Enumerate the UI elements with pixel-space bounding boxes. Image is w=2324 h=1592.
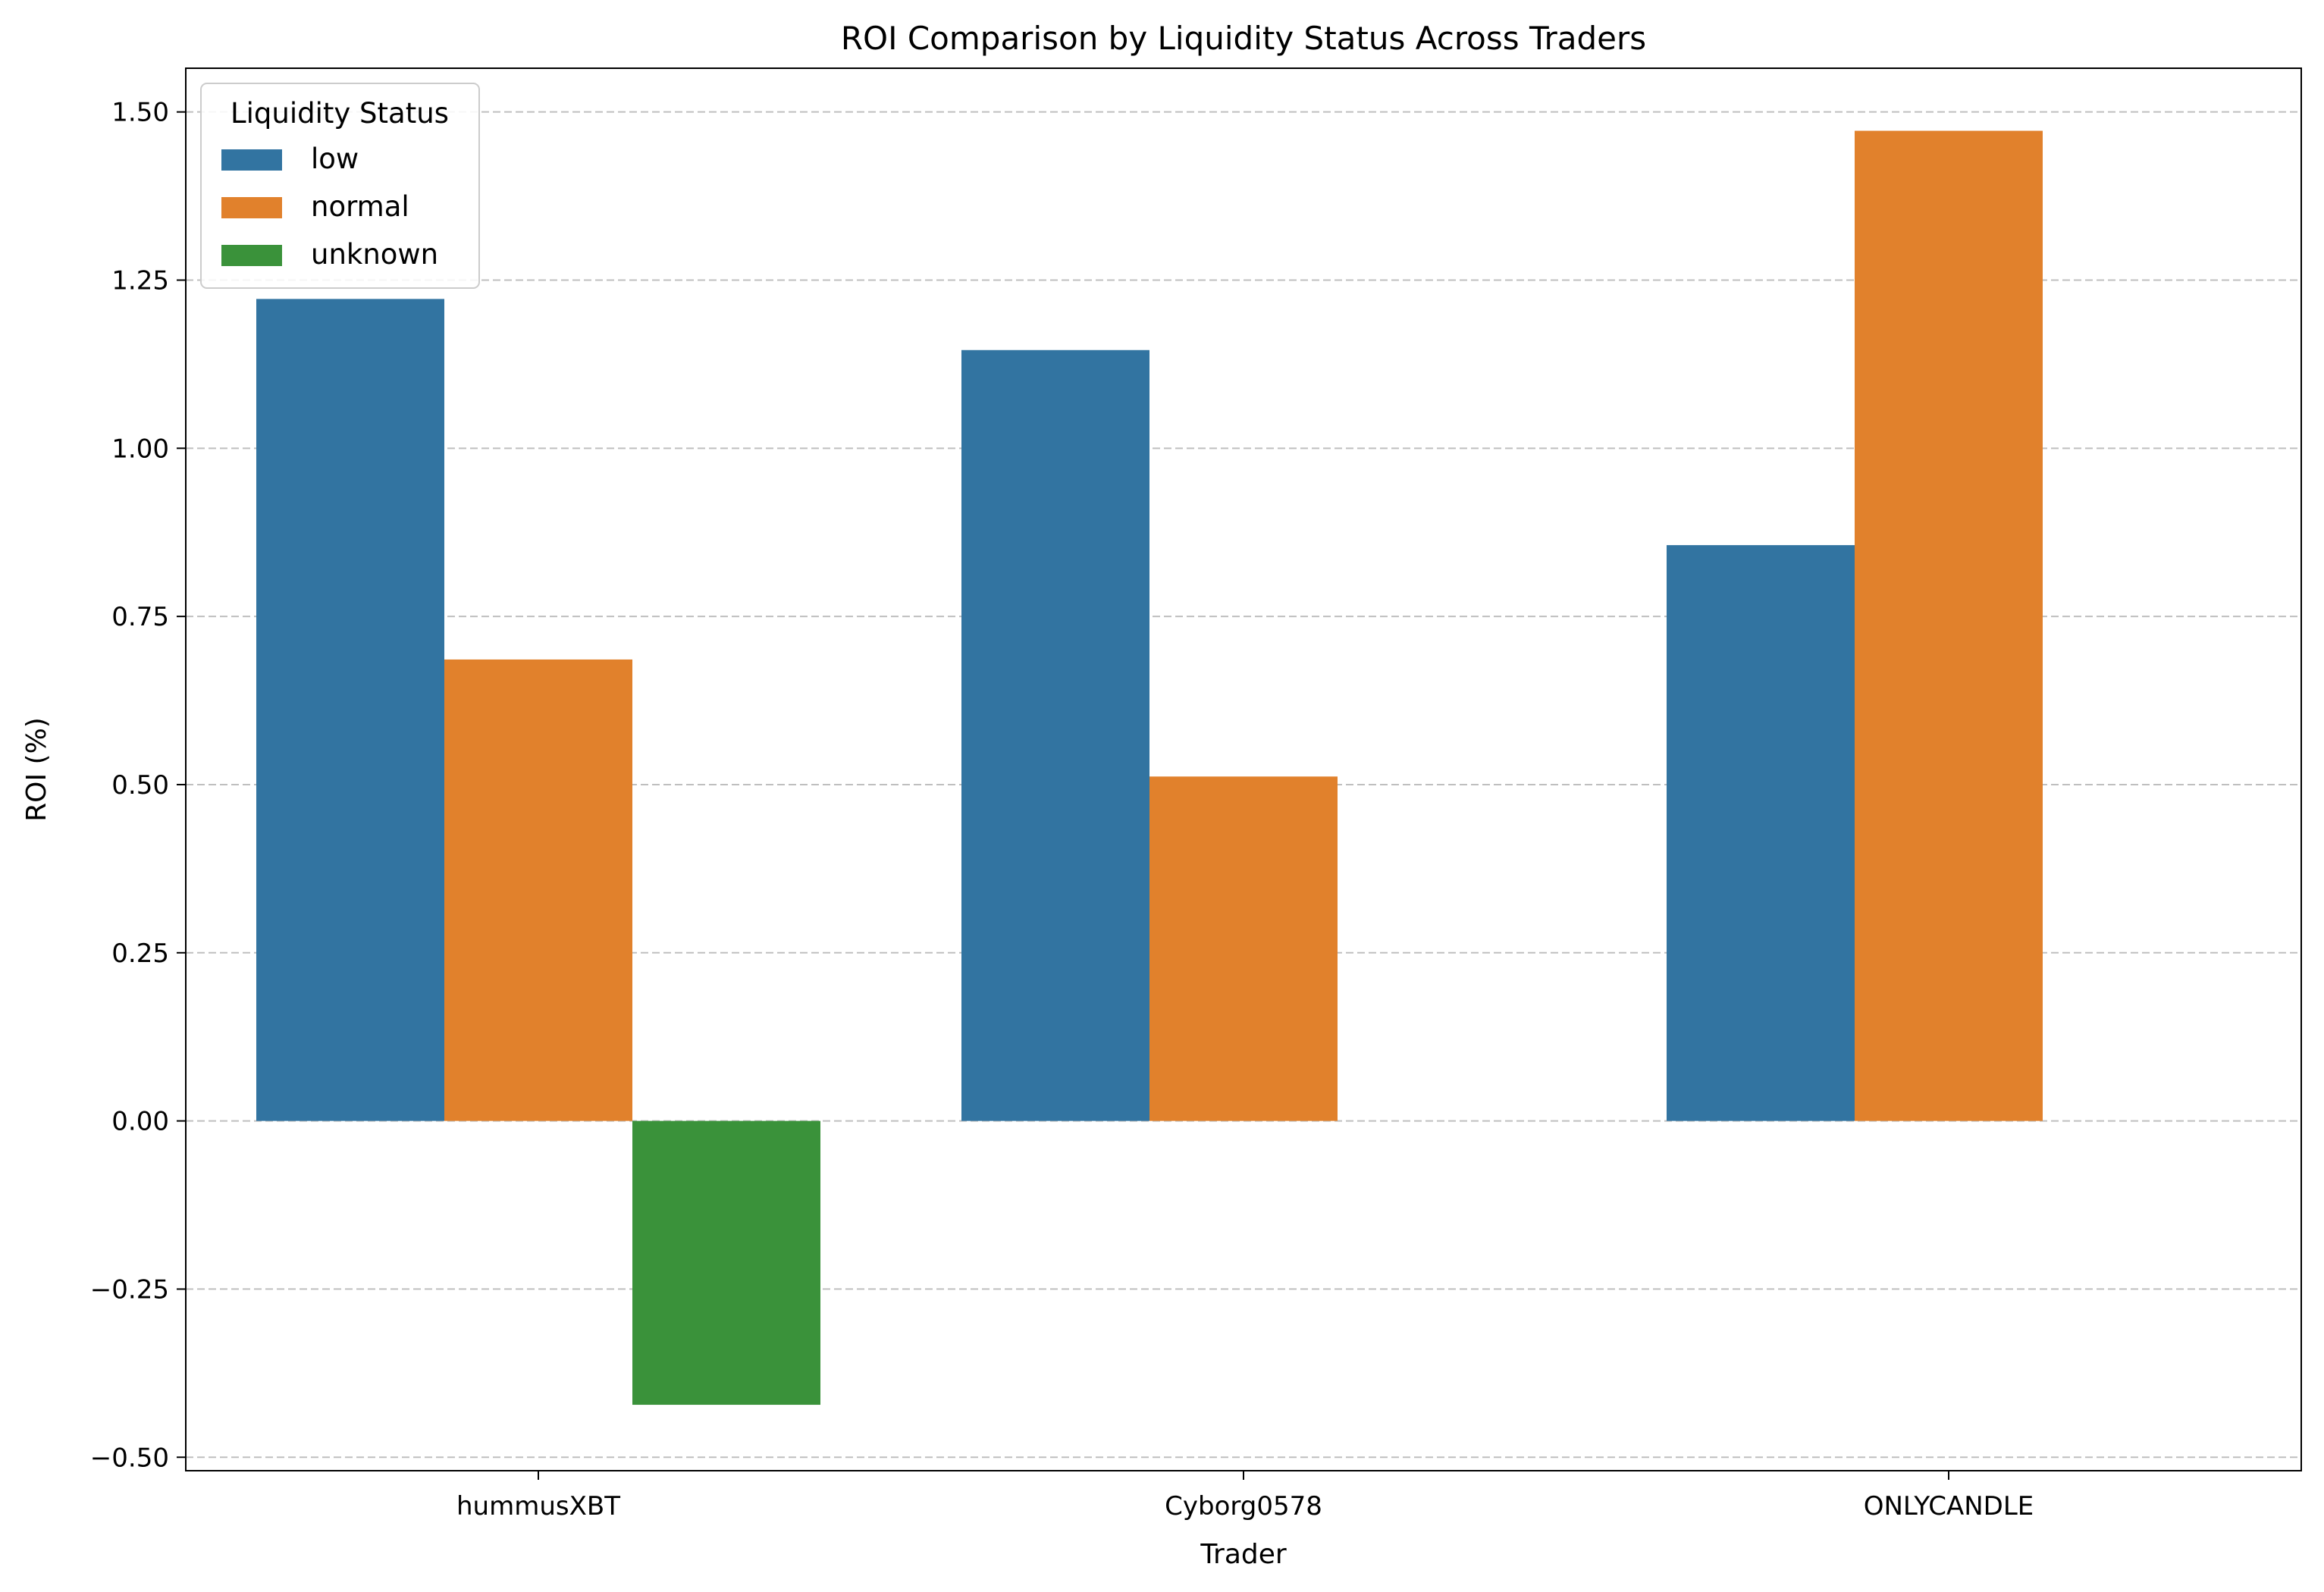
bar-unknown-hummusXBT	[632, 1120, 820, 1406]
bar-low-ONLYCANDLE	[1667, 545, 1855, 1121]
bars	[256, 130, 2043, 1406]
y-tick-label: −0.50	[90, 1443, 169, 1473]
chart-title: ROI Comparison by Liquidity Status Acros…	[841, 20, 1646, 57]
x-axis-label: Trader	[1200, 1539, 1287, 1570]
legend-label-unknown: unknown	[311, 238, 438, 271]
y-axis-label: ROI (%)	[21, 717, 52, 822]
y-tick-label: −0.25	[90, 1274, 169, 1305]
x-tick-label: hummusXBT	[456, 1491, 620, 1521]
legend-swatch-low	[221, 149, 282, 171]
x-tick-label: ONLYCANDLE	[1864, 1491, 2034, 1521]
y-axis: −0.50 −0.25 0.00 0.25 0.50 0.75 1.00 1.25 1.50	[90, 98, 186, 1473]
legend-title: Liquidity Status	[231, 97, 449, 130]
y-tick-label: 1.50	[111, 98, 169, 128]
y-tick-label: 0.50	[111, 770, 169, 801]
legend-label-low: low	[311, 143, 359, 175]
legend-box	[200, 83, 480, 289]
y-tick-label: 0.25	[111, 939, 169, 969]
bar-normal-Cyborg0578	[1149, 776, 1338, 1121]
legend-swatch-unknown	[221, 245, 282, 266]
y-tick-label: 0.75	[111, 602, 169, 632]
y-tick-label: 1.00	[111, 434, 169, 464]
legend-label-normal: normal	[311, 190, 409, 223]
bar-low-Cyborg0578	[961, 349, 1149, 1121]
x-tick-label: Cyborg0578	[1165, 1491, 1322, 1521]
legend-swatch-normal	[221, 197, 282, 218]
x-axis: hummusXBT Cyborg0578 ONLYCANDLE	[456, 1471, 2034, 1521]
bar-low-hummusXBT	[256, 299, 444, 1121]
bar-normal-hummusXBT	[444, 659, 632, 1121]
y-tick-label: 0.00	[111, 1107, 169, 1137]
bar-normal-ONLYCANDLE	[1855, 130, 2043, 1121]
legend: Liquidity Status low normal unknown	[200, 83, 480, 289]
y-tick-label: 1.25	[111, 265, 169, 296]
